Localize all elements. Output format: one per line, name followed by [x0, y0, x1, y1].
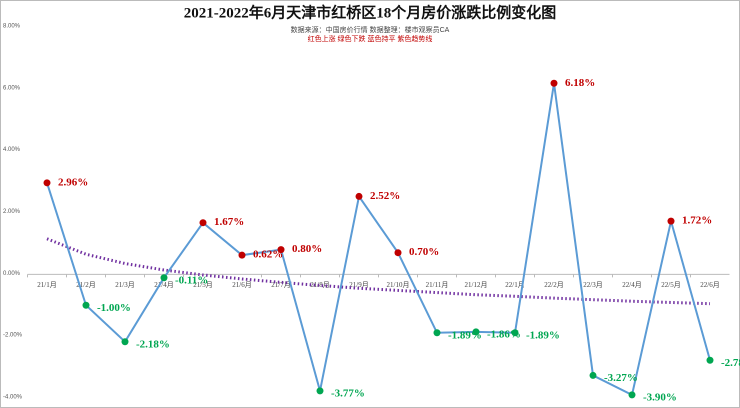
series-line [46, 83, 711, 397]
x-tick-label: 22/5月 [661, 281, 680, 289]
value-label: 2.96% [58, 176, 88, 188]
value-label: 0.62% [253, 249, 283, 261]
value-label: -1.00% [97, 302, 131, 314]
value-label: 1.67% [214, 216, 244, 228]
point [121, 338, 129, 346]
point [199, 219, 207, 227]
y-tick-label: 2.00% [3, 209, 21, 215]
value-label: 0.80% [292, 243, 322, 255]
point [628, 391, 636, 399]
point [355, 192, 363, 200]
value-label: 2.52% [370, 190, 400, 202]
x-tick-label: 21/7月 [271, 281, 290, 289]
value-label: -0.11% [175, 274, 208, 286]
chart-subtitle: 数据来源：中国房价行情 数据整理：楼市观察员CA [291, 25, 450, 34]
value-label: -3.90% [643, 391, 677, 403]
point [43, 179, 51, 187]
value-label: 6.18% [565, 77, 595, 89]
y-tick-label: 6.00% [3, 85, 21, 91]
x-tick-label: 21/2月 [76, 281, 95, 289]
x-tick-label: 22/6月 [700, 281, 719, 289]
x-tick-label: 21/5月 [193, 281, 212, 289]
value-label: -3.27% [604, 372, 638, 384]
point [394, 249, 402, 257]
x-tick-label: 22/1月 [505, 281, 524, 289]
x-tick-label: 21/11月 [426, 281, 449, 289]
value-label: -3.77% [331, 387, 365, 399]
value-label: 1.72% [682, 215, 712, 227]
y-tick-label: -4.00% [3, 395, 23, 401]
x-tick-label: 22/3月 [583, 281, 602, 289]
value-label: -2.18% [136, 338, 170, 350]
point [589, 371, 597, 379]
chart-title: 2021-2022年6月天津市红桥区18个月房价涨跌比例变化图 [184, 3, 557, 21]
x-tick-label: 22/2月 [544, 281, 563, 289]
point [550, 79, 558, 87]
point [238, 251, 246, 259]
x-tick-label: 21/1月 [37, 281, 56, 289]
x-tick-label: 21/3月 [115, 281, 134, 289]
point [82, 301, 90, 309]
point [667, 217, 675, 225]
point [472, 328, 480, 336]
value-label: -2.78% [721, 357, 740, 369]
y-tick-label: 4.00% [3, 147, 21, 153]
x-tick-label: 21/10月 [387, 281, 410, 289]
x-tick-label: 21/6月 [232, 281, 251, 289]
point [706, 356, 714, 364]
x-tick-label: 21/8月 [310, 281, 329, 289]
trendline [46, 237, 711, 306]
y-tick-label: 8.00% [3, 24, 21, 30]
value-label: -1.89% [526, 329, 560, 341]
point [433, 329, 441, 337]
x-tick-label: 21/12月 [465, 281, 488, 289]
y-tick-label: 0.00% [3, 271, 21, 277]
x-tick-label: 21/4月 [154, 281, 173, 289]
point [316, 387, 324, 395]
chart-subtitle: 红色上涨 绿色下跌 蓝色持平 紫色趋势线 [308, 34, 433, 43]
x-tick-label: 21/9月 [349, 281, 368, 289]
y-tick-label: -2.00% [3, 333, 23, 339]
point [277, 246, 285, 254]
x-tick-label: 22/4月 [622, 281, 641, 289]
point [160, 274, 168, 282]
point [511, 329, 519, 337]
value-label: 0.70% [409, 246, 439, 258]
